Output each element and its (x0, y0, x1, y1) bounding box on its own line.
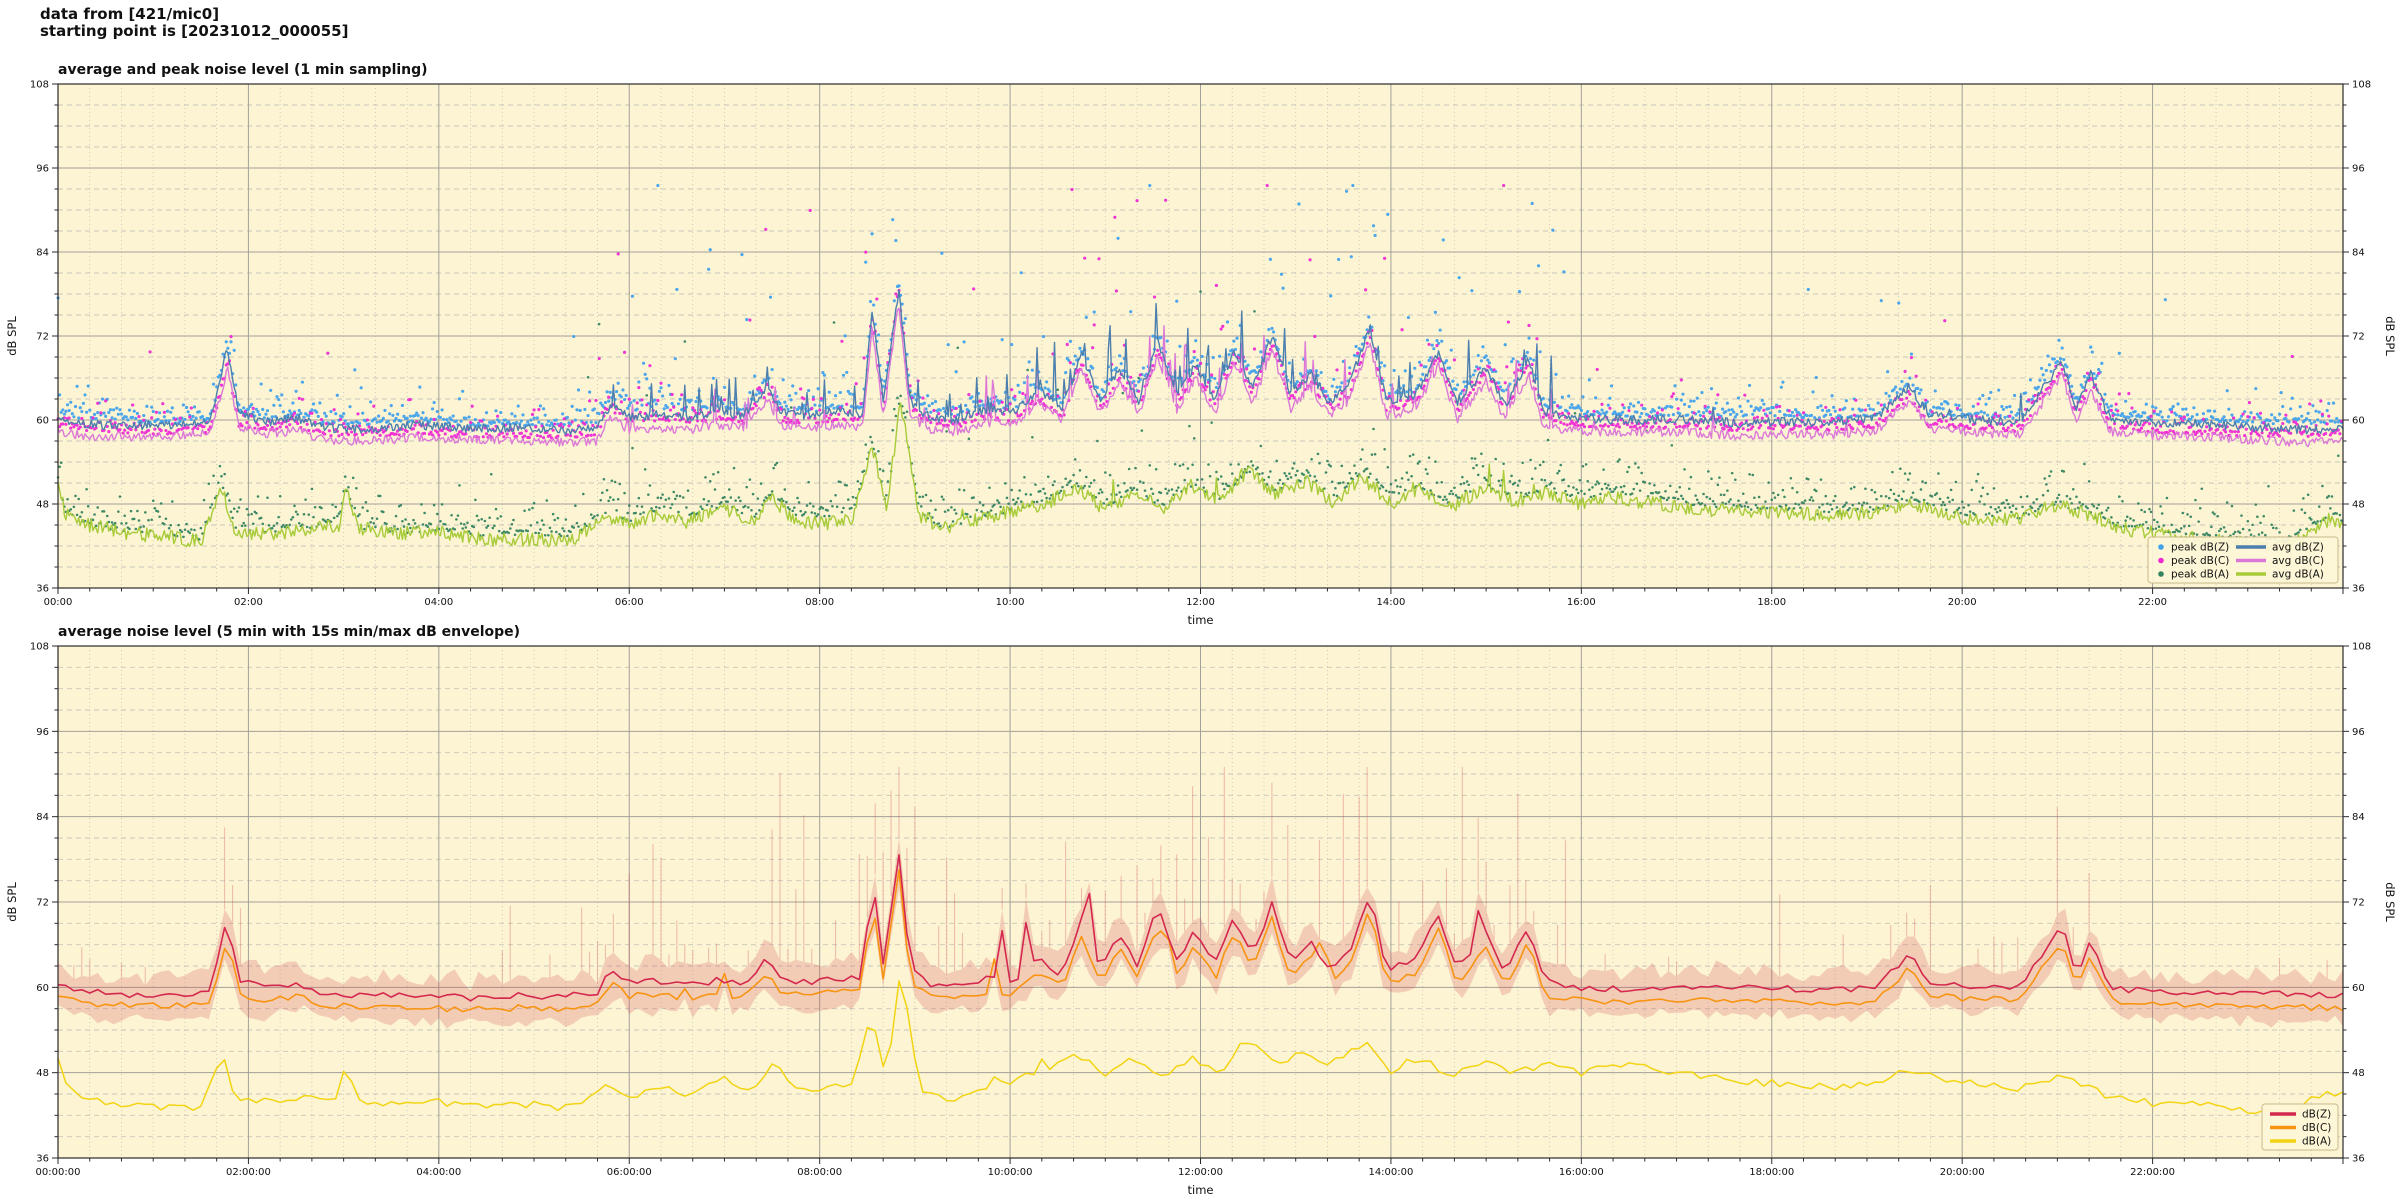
x-tick-label: 12:00 (1186, 597, 1215, 608)
y-tick-label-left: 36 (36, 1154, 49, 1165)
line-db-c- (57, 869, 2344, 1013)
ticks: 00:00 02:00 04:00 06:00 08:00 10:00 12:00 14:00… (30, 80, 2371, 609)
y-axis-label-right: dB SPL (2383, 316, 2397, 356)
y-tick-label-left: 48 (36, 1068, 49, 1079)
y-tick-label-right: 48 (2352, 1068, 2365, 1079)
y-tick-label-right: 72 (2352, 898, 2365, 909)
x-tick-label: 20:00:00 (1940, 1167, 1985, 1178)
x-tick-label: 08:00 (805, 597, 834, 608)
x-tick-label: 00:00 (44, 597, 73, 608)
x-tick-label: 10:00 (996, 597, 1025, 608)
x-tick-label: 14:00:00 (1368, 1167, 1413, 1178)
x-tick-label: 00:00:00 (36, 1167, 81, 1178)
y-tick-label-left: 60 (36, 983, 49, 994)
chart-title: average and peak noise level (1 min samp… (58, 62, 428, 78)
y-tick-label-right: 96 (2352, 727, 2365, 738)
legend-label: avg dB(Z) (2272, 542, 2324, 554)
y-tick-label-left: 108 (30, 80, 49, 91)
x-axis-label: time (1188, 1183, 1214, 1197)
y-axis-label-left: dB SPL (5, 316, 19, 356)
grid (58, 646, 2343, 1158)
figure-header: data from [421/mic0] starting point is [… (40, 6, 348, 40)
y-tick-label-right: 84 (2352, 248, 2365, 259)
x-tick-label: 22:00 (2138, 597, 2167, 608)
y-tick-label-right: 60 (2352, 416, 2365, 427)
legend-marker-peak-db-z- (2158, 544, 2164, 550)
x-tick-label: 16:00 (1567, 597, 1596, 608)
y-axis-label-left: dB SPL (5, 882, 19, 922)
x-tick-label: 22:00:00 (2130, 1167, 2175, 1178)
y-tick-label-right: 36 (2352, 584, 2365, 595)
x-tick-label: 20:00 (1948, 597, 1977, 608)
minmax-envelope-spikes (73, 766, 2328, 986)
y-tick-label-right: 60 (2352, 983, 2365, 994)
legend-label: avg dB(C) (2272, 555, 2324, 567)
line-avg-db-z- (57, 289, 2344, 436)
legend: dB(Z)dB(C) dB(A) (2261, 1103, 2339, 1151)
x-tick-label: 10:00:00 (988, 1167, 1033, 1178)
chart-title: average noise level (5 min with 15s min/… (58, 624, 520, 640)
y-tick-label-right: 108 (2352, 642, 2371, 653)
line-avg-db-c- (57, 307, 2344, 448)
y-tick-label-left: 96 (36, 164, 49, 175)
x-axis-label: time (1188, 613, 1214, 627)
y-tick-label-left: 36 (36, 584, 49, 595)
legend: peak dB(Z)peak dB(C)peak dB(A)avg dB(Z)a… (2147, 536, 2339, 584)
y-tick-label-right: 36 (2352, 1154, 2365, 1165)
chart-top: 00:00 02:00 04:00 06:00 08:00 10:00 12:00 14:00… (5, 62, 2397, 627)
header-data-source: data from [421/mic0] (40, 5, 220, 23)
y-tick-label-right: 96 (2352, 164, 2365, 175)
x-tick-label: 08:00:00 (797, 1167, 842, 1178)
y-tick-label-left: 84 (36, 248, 49, 259)
y-tick-label-right: 108 (2352, 80, 2371, 91)
legend-label: peak dB(Z) (2171, 542, 2229, 554)
y-tick-label-left: 48 (36, 500, 49, 511)
x-tick-label: 06:00 (615, 597, 644, 608)
legend-label: peak dB(A) (2171, 569, 2229, 581)
x-tick-label: 02:00:00 (226, 1167, 271, 1178)
y-tick-label-right: 48 (2352, 500, 2365, 511)
line-db-z- (57, 854, 2344, 1002)
ticks: 00:00:00 02:00:00 04:00:00 06:00:00 08:00:00… (30, 642, 2371, 1179)
y-tick-label-right: 84 (2352, 812, 2365, 823)
legend-label: avg dB(A) (2272, 569, 2324, 581)
x-tick-label: 18:00:00 (1749, 1167, 1794, 1178)
x-tick-label: 02:00 (234, 597, 263, 608)
x-tick-label: 06:00:00 (607, 1167, 652, 1178)
legend-marker-peak-db-a- (2158, 571, 2164, 577)
x-tick-label: 04:00 (424, 597, 453, 608)
y-axis-label-right: dB SPL (2383, 882, 2397, 922)
legend-label: dB(Z) (2302, 1109, 2331, 1121)
y-tick-label-left: 108 (30, 642, 49, 653)
x-tick-label: 14:00 (1377, 597, 1406, 608)
x-tick-label: 04:00:00 (416, 1167, 461, 1178)
y-tick-label-left: 60 (36, 416, 49, 427)
legend-label: dB(C) (2302, 1122, 2331, 1134)
y-tick-label-left: 72 (36, 898, 49, 909)
y-tick-label-left: 96 (36, 727, 49, 738)
chart-bottom: 00:00:00 02:00:00 04:00:00 06:00:00 08:00:00… (5, 624, 2397, 1197)
y-tick-label-left: 72 (36, 332, 49, 343)
y-tick-label-right: 72 (2352, 332, 2365, 343)
legend-label: peak dB(C) (2171, 555, 2229, 567)
x-tick-label: 16:00:00 (1559, 1167, 1604, 1178)
y-tick-label-left: 84 (36, 812, 49, 823)
header-starting-point: starting point is [20231012_000055] (40, 22, 349, 40)
line-db-a- (57, 980, 2344, 1119)
line-avg-db-a- (57, 402, 2344, 555)
legend-marker-peak-db-c- (2158, 557, 2164, 564)
legend-label: dB(A) (2302, 1136, 2331, 1148)
x-tick-label: 18:00 (1757, 597, 1786, 608)
x-tick-label: 12:00:00 (1178, 1167, 1223, 1178)
